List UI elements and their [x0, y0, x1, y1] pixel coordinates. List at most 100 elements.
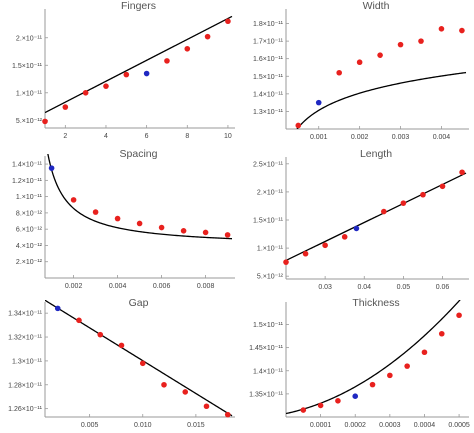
x-tick-label: 10: [224, 133, 232, 140]
data-point: [136, 220, 143, 227]
fit-curve: [45, 300, 233, 417]
data-point: [438, 330, 445, 337]
x-tick-label: 4: [104, 133, 108, 140]
data-point: [182, 389, 189, 395]
highlight-point: [352, 393, 359, 399]
y-tick-label: 1.32×10⁻¹¹: [8, 335, 43, 342]
x-tick-label: 0.010: [134, 422, 152, 429]
data-point: [420, 191, 426, 198]
data-point: [161, 381, 167, 388]
y-tick-label: 2.5×10⁻¹¹: [253, 161, 284, 168]
data-point: [404, 363, 410, 369]
x-tick-label: 0.008: [197, 283, 215, 290]
chart-title: Gap: [129, 297, 149, 309]
data-point: [438, 26, 445, 32]
data-point: [302, 250, 309, 257]
chart-panel: Width 0.001 0.002 0.003 0.004 1.3×10⁻¹¹ 1.4×10…: [253, 0, 469, 141]
chart-title: Thickness: [352, 297, 399, 309]
data-point: [62, 104, 69, 110]
fit-curve: [47, 154, 233, 240]
data-point: [203, 403, 210, 410]
data-point: [139, 360, 146, 367]
chart-panel: Spacing 0.002 0.004 0.006 0.008 2.×10⁻¹² 4.×10…: [12, 148, 235, 290]
y-tick-label: 1.3×10⁻¹¹: [12, 358, 43, 365]
y-tick-label: 1.4×10⁻¹¹: [12, 162, 43, 169]
data-point: [164, 58, 170, 64]
fit-curve: [296, 71, 467, 129]
y-tick-label: 1.×10⁻¹¹: [257, 246, 284, 253]
chart-panel: Thickness 0.0001 0.0002 0.0003 0.0004 0.0005 1…: [249, 297, 470, 429]
data-point: [356, 59, 363, 66]
y-tick-label: 2.×10⁻¹¹: [16, 35, 43, 42]
y-tick-label: 1.28×10⁻¹¹: [8, 382, 43, 389]
data-point: [397, 41, 404, 48]
data-point: [70, 197, 77, 203]
y-tick-label: 6.×10⁻¹²: [16, 227, 43, 234]
y-tick-label: 1.×10⁻¹¹: [16, 194, 43, 201]
x-tick-label: 2: [63, 133, 67, 140]
data-point: [387, 372, 393, 379]
data-point: [456, 312, 462, 319]
data-point: [82, 89, 89, 96]
y-tick-label: 2.×10⁻¹¹: [257, 189, 284, 196]
y-tick-label: 1.6×10⁻¹¹: [253, 56, 284, 63]
y-tick-label: 1.×10⁻¹¹: [16, 90, 43, 97]
fit-curve: [286, 300, 461, 415]
x-tick-label: 8: [185, 133, 189, 140]
data-point: [369, 381, 376, 388]
y-tick-label: 1.26×10⁻¹¹: [8, 406, 43, 413]
fit-curve: [286, 172, 467, 262]
x-tick-label: 0.006: [153, 283, 171, 290]
data-point: [92, 209, 99, 215]
x-tick-label: 0.06: [436, 284, 450, 291]
chart-title: Spacing: [120, 148, 158, 160]
x-tick-label: 0.0005: [448, 422, 470, 429]
x-tick-label: 6: [145, 133, 149, 140]
highlight-point: [143, 70, 150, 77]
data-point: [381, 208, 387, 215]
x-tick-label: 0.004: [433, 134, 451, 141]
x-tick-label: 0.002: [351, 134, 369, 141]
data-point: [295, 122, 302, 129]
y-tick-label: 1.5×10⁻¹¹: [253, 322, 284, 329]
data-point: [341, 234, 348, 240]
chart-title: Width: [363, 0, 390, 12]
data-point: [421, 349, 428, 356]
data-point: [225, 18, 231, 25]
y-tick-label: 4.×10⁻¹²: [16, 243, 43, 250]
x-tick-label: 0.004: [109, 283, 127, 290]
y-tick-label: 1.5×10⁻¹¹: [253, 74, 284, 81]
fit-curve: [45, 15, 233, 114]
y-tick-label: 1.35×10⁻¹¹: [249, 391, 284, 398]
x-tick-label: 0.03: [318, 284, 332, 291]
data-point: [123, 71, 130, 78]
data-point: [202, 229, 209, 236]
data-point: [224, 411, 231, 418]
chart-title: Fingers: [121, 0, 156, 12]
data-point: [114, 215, 121, 222]
data-point: [97, 331, 104, 338]
data-point: [317, 402, 324, 409]
x-tick-label: 0.0003: [379, 422, 401, 429]
x-tick-label: 0.04: [357, 284, 371, 291]
data-point: [459, 27, 465, 34]
y-tick-label: 1.4×10⁻¹¹: [253, 91, 284, 98]
highlight-point: [353, 225, 360, 232]
chart-panel: Length 0.03 0.04 0.05 0.06 5.×10⁻¹² 1.×10⁻¹¹ 1.…: [253, 148, 469, 291]
data-point: [224, 232, 231, 238]
y-tick-label: 5.×10⁻¹²: [16, 118, 43, 125]
data-point: [400, 200, 407, 206]
x-tick-label: 0.0002: [345, 422, 367, 429]
data-point: [180, 228, 187, 234]
x-tick-label: 0.005: [81, 422, 99, 429]
y-tick-label: 5.×10⁻¹²: [257, 274, 284, 281]
data-point: [322, 242, 328, 249]
data-point: [336, 69, 342, 76]
data-point: [418, 38, 424, 44]
y-tick-label: 1.8×10⁻¹¹: [253, 21, 284, 28]
x-tick-label: 0.0001: [310, 422, 332, 429]
data-point: [439, 183, 446, 190]
chart-panel: Fingers 2 4 6 8 10 5.×10⁻¹² 1.×10⁻¹¹ 1.5×10⁻¹¹ 2.…: [12, 0, 235, 140]
y-tick-label: 1.2×10⁻¹¹: [12, 178, 43, 185]
highlight-point: [54, 305, 61, 312]
